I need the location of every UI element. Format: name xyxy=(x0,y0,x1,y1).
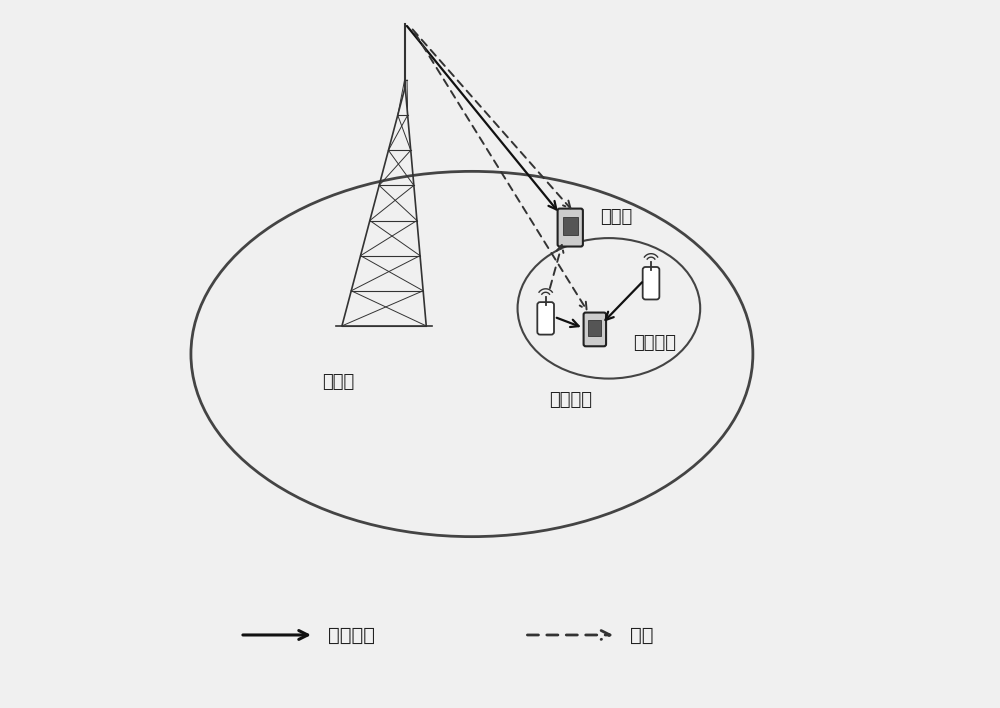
Text: 家庭基站: 家庭基站 xyxy=(549,391,592,409)
FancyBboxPatch shape xyxy=(537,302,554,335)
Text: 干扭: 干扭 xyxy=(630,625,653,644)
FancyBboxPatch shape xyxy=(584,312,606,346)
Text: 家庭用户: 家庭用户 xyxy=(633,334,676,353)
FancyBboxPatch shape xyxy=(643,267,659,299)
Text: 有用信号: 有用信号 xyxy=(328,625,375,644)
FancyBboxPatch shape xyxy=(558,209,583,246)
Bar xyxy=(563,217,578,234)
Text: 宏基站: 宏基站 xyxy=(322,373,355,391)
Text: 宏用户: 宏用户 xyxy=(600,208,632,226)
Bar xyxy=(588,320,601,336)
